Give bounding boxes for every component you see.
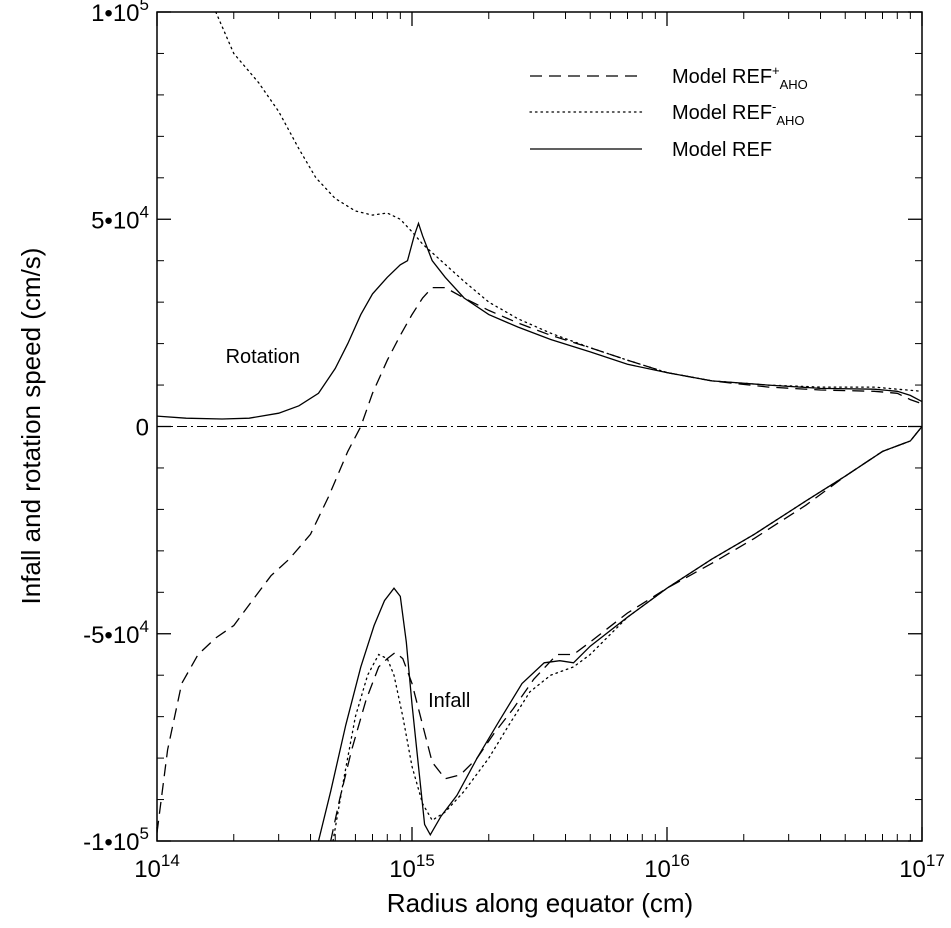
tick-layer (156, 11, 923, 842)
x-axis-title: Radius along equator (cm) (387, 888, 693, 918)
legend: Model REF+AHO Model REF-AHO Model REF (529, 63, 808, 161)
y-tick-label: -1•105 (83, 824, 149, 856)
series-ref-plus-infall (330, 426, 922, 841)
series-layer (157, 12, 922, 841)
series-ref-minus-rotation (215, 12, 922, 392)
y-axis-title: Infall and rotation speed (cm/s) (16, 248, 46, 605)
annotation-rotation: Rotation (226, 346, 301, 368)
x-tick-label: 1014 (134, 851, 180, 883)
y-tick-label: 1•105 (91, 0, 149, 27)
series-ref-rotation (157, 221, 922, 420)
legend-label: Model REF (672, 139, 772, 161)
x-tick-label: 1016 (644, 851, 690, 883)
y-tick-label: -5•104 (83, 617, 149, 649)
series-ref-infall (317, 426, 922, 841)
tick-label-layer: 1014 1015 1016 1017 1•105 5•104 0 -5•104 -1•105 (83, 0, 945, 883)
annotation-layer: Rotation Infall (226, 346, 471, 712)
y-tick-label: 5•104 (91, 202, 149, 234)
series-ref-plus-rotation (157, 286, 922, 833)
series-ref-minus-infall (332, 425, 922, 841)
legend-label: Model REF-AHO (672, 99, 805, 128)
x-tick-label: 1015 (389, 851, 435, 883)
x-tick-label: 1017 (899, 851, 945, 883)
annotation-infall: Infall (428, 690, 470, 712)
y-tick-label: 0 (136, 415, 149, 442)
legend-label: Model REF+AHO (672, 63, 808, 92)
